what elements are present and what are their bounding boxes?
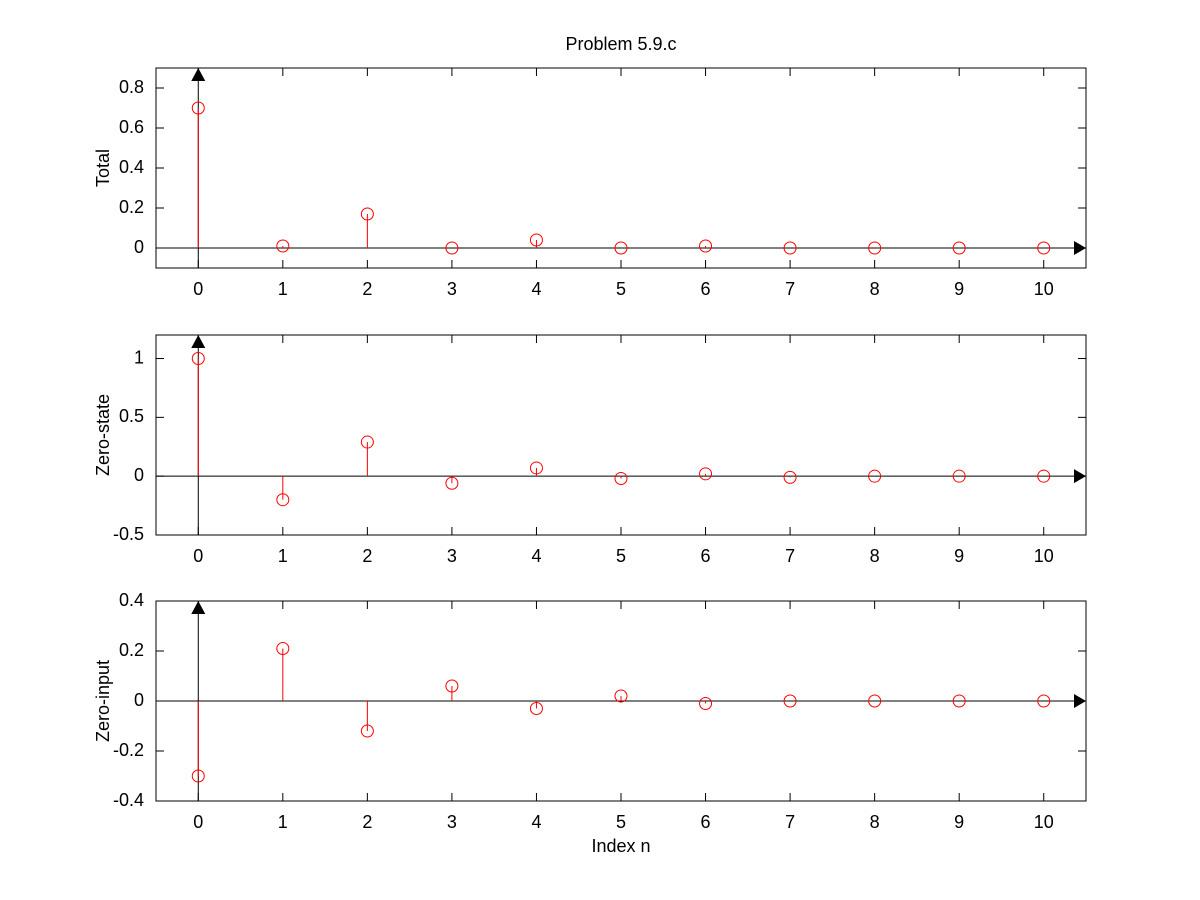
y-tick-label: -0.2	[113, 740, 144, 760]
stem-marker	[276, 642, 290, 655]
arrow-head	[1074, 241, 1086, 255]
stem-marker	[699, 697, 713, 710]
y-axis-label: Zero-input	[93, 660, 113, 742]
stem-marker	[445, 241, 459, 255]
x-tick-label: 0	[193, 546, 203, 566]
y-tick-label: 0.6	[119, 117, 144, 137]
stem-marker	[699, 467, 713, 481]
stem-marker	[445, 476, 459, 490]
stem-marker	[868, 694, 882, 708]
x-tick-label: 6	[701, 279, 711, 299]
stem-marker	[952, 694, 966, 708]
y-tick-label: -0.5	[113, 524, 144, 544]
stem-marker	[614, 241, 628, 255]
stem-marker	[614, 689, 628, 703]
arrow-head	[191, 68, 206, 81]
stem-marker	[529, 233, 543, 247]
x-tick-label: 8	[870, 546, 880, 566]
x-tick-label: 9	[954, 279, 964, 299]
stem-marker	[191, 101, 205, 115]
x-tick-label: 6	[701, 546, 711, 566]
stem-marker	[1037, 694, 1051, 708]
stem-marker	[191, 352, 205, 366]
y-axis-label: Zero-state	[93, 394, 113, 476]
x-tick-label: 9	[954, 546, 964, 566]
stem-marker	[191, 769, 205, 783]
arrow-head	[1074, 694, 1086, 708]
stem-marker	[868, 241, 882, 255]
stem-marker	[529, 702, 543, 715]
stem-marker	[276, 239, 290, 253]
y-tick-label: 0	[134, 690, 144, 710]
stem-marker	[529, 461, 543, 475]
y-tick-label: 0.5	[119, 406, 144, 426]
stem-marker	[1037, 469, 1051, 483]
x-tick-label: 4	[531, 279, 541, 299]
stem-marker	[952, 241, 966, 255]
y-tick-label: 0.2	[119, 197, 144, 217]
y-tick-label: 0	[134, 237, 144, 257]
y-tick-label: 0.8	[119, 77, 144, 97]
x-tick-label: 5	[616, 279, 626, 299]
y-tick-label: 1	[134, 347, 144, 367]
stem-marker	[360, 724, 374, 738]
x-tick-label: 1	[278, 279, 288, 299]
stem-marker	[1037, 241, 1051, 255]
x-tick-label: 8	[870, 812, 880, 832]
stem-marker	[445, 679, 459, 693]
stem-marker	[783, 241, 797, 255]
x-tick-label: 7	[785, 279, 795, 299]
stem-marker	[783, 694, 797, 708]
x-tick-label: 1	[278, 546, 288, 566]
x-tick-label: 2	[362, 279, 372, 299]
x-tick-label: 2	[362, 812, 372, 832]
stem-marker	[360, 435, 374, 449]
stem-marker	[783, 470, 797, 484]
x-tick-label: 10	[1034, 546, 1054, 566]
stem-marker	[614, 472, 628, 486]
stem-marker	[360, 207, 374, 221]
chart-title: Problem 5.9.c	[565, 34, 676, 54]
x-tick-label: 5	[616, 546, 626, 566]
y-tick-label: 0.4	[119, 590, 144, 610]
stem-marker	[952, 469, 966, 483]
x-tick-label: 1	[278, 812, 288, 832]
x-tick-label: 3	[447, 812, 457, 832]
y-tick-label: 0	[134, 465, 144, 485]
y-axis-label: Total	[93, 149, 113, 187]
x-tick-label: 6	[701, 812, 711, 832]
y-tick-label: 0.4	[119, 157, 144, 177]
axes-box	[155, 67, 1087, 269]
x-tick-label: 4	[531, 812, 541, 832]
x-tick-label: 5	[616, 812, 626, 832]
x-tick-label: 7	[785, 546, 795, 566]
x-axis-label: Index n	[591, 836, 650, 856]
arrow-head	[191, 601, 206, 614]
y-tick-label: 0.2	[119, 640, 144, 660]
x-tick-label: 7	[785, 812, 795, 832]
stem-marker	[276, 493, 290, 507]
stem-marker	[868, 469, 882, 483]
x-tick-label: 0	[193, 812, 203, 832]
x-tick-label: 8	[870, 279, 880, 299]
x-tick-label: 4	[531, 546, 541, 566]
arrow-head	[191, 335, 206, 348]
y-tick-label: -0.4	[113, 790, 144, 810]
arrow-head	[1074, 469, 1086, 484]
x-tick-label: 2	[362, 546, 372, 566]
x-tick-label: 10	[1034, 279, 1054, 299]
x-tick-label: 9	[954, 812, 964, 832]
x-tick-label: 3	[447, 546, 457, 566]
x-tick-label: 3	[447, 279, 457, 299]
stem-marker	[699, 239, 713, 253]
x-tick-label: 0	[193, 279, 203, 299]
axes-box	[155, 334, 1087, 536]
x-tick-label: 10	[1034, 812, 1054, 832]
